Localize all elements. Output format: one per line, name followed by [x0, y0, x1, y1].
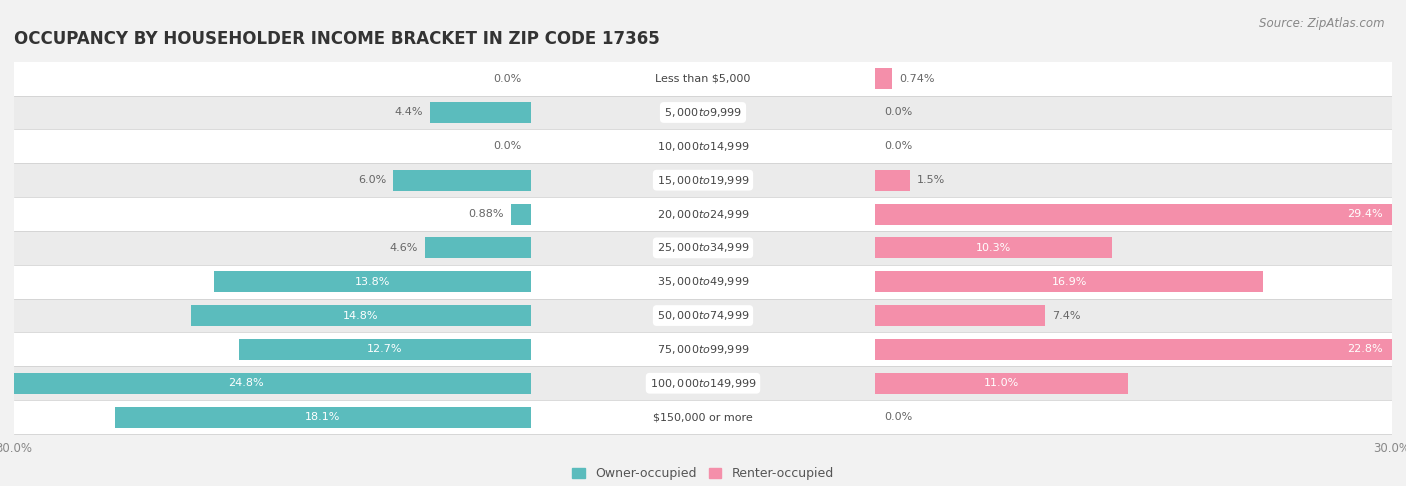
Text: 24.8%: 24.8%	[228, 378, 264, 388]
Bar	[14, 400, 1392, 434]
Bar	[875, 204, 1406, 225]
Text: 0.88%: 0.88%	[468, 209, 503, 219]
Bar	[0, 373, 531, 394]
Bar	[14, 96, 1392, 129]
Text: 12.7%: 12.7%	[367, 345, 402, 354]
Bar	[875, 305, 1045, 326]
Text: 11.0%: 11.0%	[984, 378, 1019, 388]
Text: $20,000 to $24,999: $20,000 to $24,999	[657, 208, 749, 221]
Text: $100,000 to $149,999: $100,000 to $149,999	[650, 377, 756, 390]
Text: Source: ZipAtlas.com: Source: ZipAtlas.com	[1260, 17, 1385, 30]
Text: $10,000 to $14,999: $10,000 to $14,999	[657, 140, 749, 153]
Text: 14.8%: 14.8%	[343, 311, 378, 321]
Bar	[14, 129, 1392, 163]
Text: 0.0%: 0.0%	[494, 73, 522, 84]
Bar	[14, 62, 1392, 96]
Text: 0.0%: 0.0%	[884, 412, 912, 422]
Bar	[875, 339, 1399, 360]
Text: 0.0%: 0.0%	[494, 141, 522, 151]
Bar	[14, 265, 1392, 298]
Bar	[875, 170, 910, 191]
Text: 29.4%: 29.4%	[1347, 209, 1382, 219]
Text: 4.6%: 4.6%	[389, 243, 418, 253]
Bar	[875, 373, 1128, 394]
Bar	[875, 271, 1264, 292]
Text: 10.3%: 10.3%	[976, 243, 1011, 253]
Text: 0.0%: 0.0%	[884, 141, 912, 151]
Bar	[14, 197, 1392, 231]
Bar	[875, 68, 893, 89]
Bar	[191, 305, 531, 326]
Text: 0.74%: 0.74%	[898, 73, 935, 84]
Text: 18.1%: 18.1%	[305, 412, 340, 422]
Text: 4.4%: 4.4%	[394, 107, 423, 118]
Text: 7.4%: 7.4%	[1052, 311, 1081, 321]
Text: Less than $5,000: Less than $5,000	[655, 73, 751, 84]
Bar	[14, 231, 1392, 265]
Bar	[214, 271, 531, 292]
Text: 13.8%: 13.8%	[354, 277, 389, 287]
Text: $35,000 to $49,999: $35,000 to $49,999	[657, 275, 749, 288]
Text: $15,000 to $19,999: $15,000 to $19,999	[657, 174, 749, 187]
Bar	[510, 204, 531, 225]
Bar	[425, 237, 531, 259]
Text: $75,000 to $99,999: $75,000 to $99,999	[657, 343, 749, 356]
Legend: Owner-occupied, Renter-occupied: Owner-occupied, Renter-occupied	[572, 468, 834, 481]
Bar	[239, 339, 531, 360]
Bar	[430, 102, 531, 123]
Text: $25,000 to $34,999: $25,000 to $34,999	[657, 242, 749, 254]
Text: $50,000 to $74,999: $50,000 to $74,999	[657, 309, 749, 322]
Bar	[14, 332, 1392, 366]
Bar	[14, 366, 1392, 400]
Text: 0.0%: 0.0%	[884, 107, 912, 118]
Text: $5,000 to $9,999: $5,000 to $9,999	[664, 106, 742, 119]
Bar	[392, 170, 531, 191]
Bar	[875, 237, 1112, 259]
Text: 16.9%: 16.9%	[1052, 277, 1087, 287]
Text: 6.0%: 6.0%	[359, 175, 387, 185]
Text: 1.5%: 1.5%	[917, 175, 945, 185]
Text: $150,000 or more: $150,000 or more	[654, 412, 752, 422]
Text: 22.8%: 22.8%	[1347, 345, 1382, 354]
Bar	[14, 298, 1392, 332]
Text: OCCUPANCY BY HOUSEHOLDER INCOME BRACKET IN ZIP CODE 17365: OCCUPANCY BY HOUSEHOLDER INCOME BRACKET …	[14, 31, 659, 49]
Bar	[115, 407, 531, 428]
Bar	[14, 163, 1392, 197]
